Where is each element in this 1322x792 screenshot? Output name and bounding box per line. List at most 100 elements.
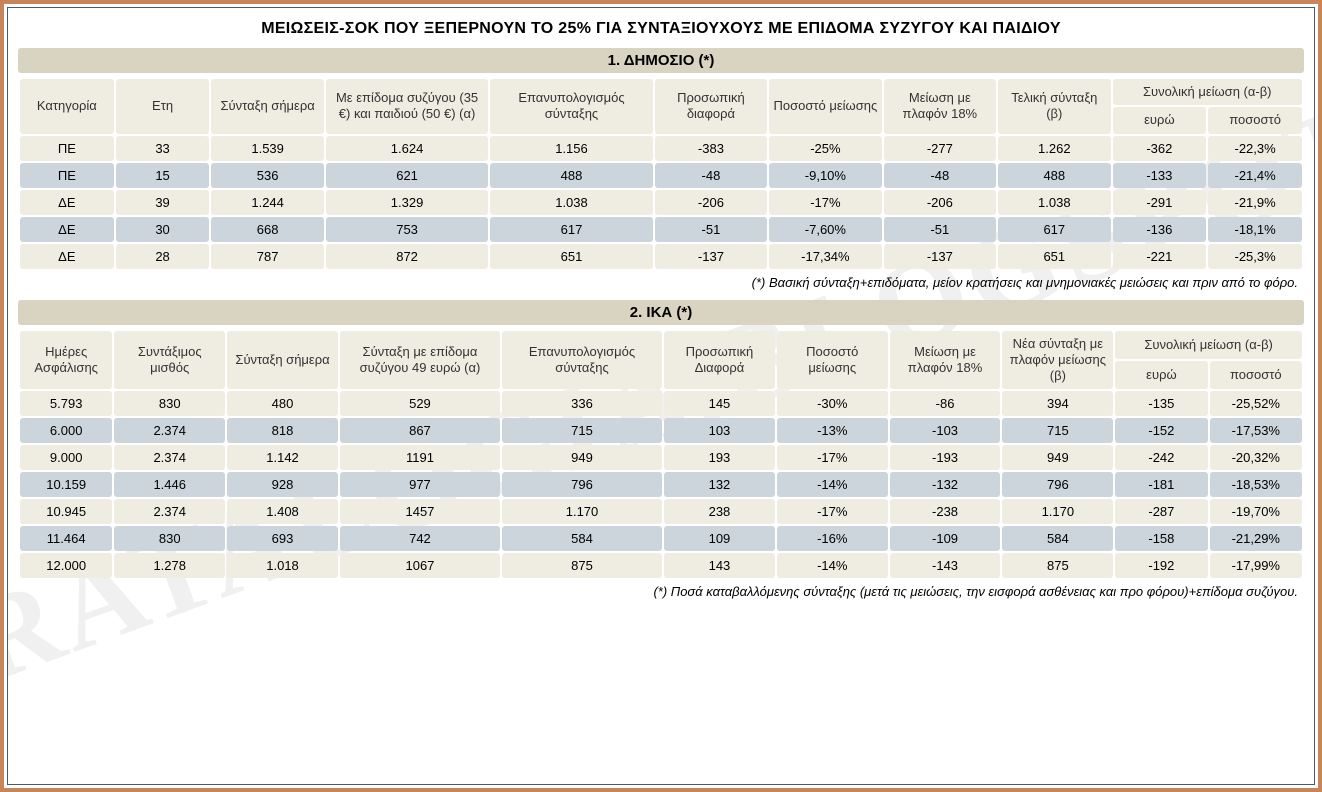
outer-frame: STARATALOGIA.BLOGSPOT.GR ΜΕΙΩΣΕΙΣ-ΣΟΚ ΠΟ… [0, 0, 1322, 792]
table-cell: ΔΕ [20, 217, 114, 242]
table-cell: -18,53% [1210, 472, 1302, 497]
table-cell: -18,1% [1208, 217, 1302, 242]
table-cell: 1.038 [490, 190, 652, 215]
s1-header-cap18: Μείωση με πλαφόν 18% [884, 79, 996, 134]
table-cell: -16% [777, 526, 888, 551]
table-cell: 394 [1002, 391, 1113, 416]
table-cell: 1.156 [490, 136, 652, 161]
table-cell: 1.624 [326, 136, 488, 161]
table-cell: 617 [998, 217, 1110, 242]
table-cell: -242 [1115, 445, 1207, 470]
section1-footnote: (*) Βασική σύνταξη+επιδόματα, μείον κρατ… [18, 271, 1304, 300]
table-cell: 488 [998, 163, 1110, 188]
table-cell: 830 [114, 526, 225, 551]
table-cell: 30 [116, 217, 210, 242]
table-cell: -17% [777, 499, 888, 524]
table-cell: -21,9% [1208, 190, 1302, 215]
table-cell: 1067 [340, 553, 500, 578]
table-cell: -13% [777, 418, 888, 443]
table-row: ΠΕ15536621488-48-9,10%-48488-133-21,4% [20, 163, 1302, 188]
s1-header-total-reduction-group: Συνολική μείωση (α-β) [1113, 79, 1302, 105]
table-cell: 480 [227, 391, 338, 416]
table-cell: 103 [664, 418, 775, 443]
table-cell: 6.000 [20, 418, 112, 443]
table-cell: ΔΕ [20, 244, 114, 269]
table-cell: -152 [1115, 418, 1207, 443]
table-cell: -51 [655, 217, 767, 242]
s2-header-cap18: Μείωση με πλαφόν 18% [890, 331, 1001, 390]
table-cell: -136 [1113, 217, 1207, 242]
table-cell: -158 [1115, 526, 1207, 551]
s1-header-pct-reduction: Ποσοστό μείωσης [769, 79, 881, 134]
table-cell: -51 [884, 217, 996, 242]
table-cell: -48 [884, 163, 996, 188]
section1-thead: Κατηγορία Ετη Σύνταξη σήμερα Με επίδομα … [20, 79, 1302, 134]
table-cell: 584 [502, 526, 662, 551]
table-cell: -14% [777, 472, 888, 497]
table-cell: 1.244 [211, 190, 323, 215]
table-cell: -143 [890, 553, 1001, 578]
table-cell: 830 [114, 391, 225, 416]
table-row: ΔΕ391.2441.3291.038-206-17%-2061.038-291… [20, 190, 1302, 215]
table-cell: 1.170 [502, 499, 662, 524]
table-cell: 1.539 [211, 136, 323, 161]
inner-frame: STARATALOGIA.BLOGSPOT.GR ΜΕΙΩΣΕΙΣ-ΣΟΚ ΠΟ… [7, 7, 1315, 785]
table-cell: 651 [998, 244, 1110, 269]
table-cell: 1.038 [998, 190, 1110, 215]
table-cell: 15 [116, 163, 210, 188]
table-cell: 872 [326, 244, 488, 269]
section2-table: Ημέρες Ασφάλισης Συντάξιμος μισθός Σύντα… [18, 329, 1304, 581]
s2-header-sub-euro: ευρώ [1115, 361, 1207, 389]
table-cell: 977 [340, 472, 500, 497]
table-cell: 1.446 [114, 472, 225, 497]
table-cell: -238 [890, 499, 1001, 524]
s2-header-total-reduction-group: Συνολική μείωση (α-β) [1115, 331, 1302, 359]
table-cell: 10.945 [20, 499, 112, 524]
table-cell: -22,3% [1208, 136, 1302, 161]
table-cell: -383 [655, 136, 767, 161]
table-cell: 715 [1002, 418, 1113, 443]
s1-header-sub-euro: ευρώ [1113, 107, 1207, 133]
table-row: 6.0002.374818867715103-13%-103715-152-17… [20, 418, 1302, 443]
s1-header-years: Ετη [116, 79, 210, 134]
main-title: ΜΕΙΩΣΕΙΣ-ΣΟΚ ΠΟΥ ΞΕΠΕΡΝΟΥΝ ΤΟ 25% ΓΙΑ ΣΥ… [18, 14, 1304, 48]
table-row: 5.793830480529336145-30%-86394-135-25,52… [20, 391, 1302, 416]
table-cell: 668 [211, 217, 323, 242]
table-cell: 10.159 [20, 472, 112, 497]
table-cell: -86 [890, 391, 1001, 416]
table-cell: 1.262 [998, 136, 1110, 161]
table-cell: ΠΕ [20, 136, 114, 161]
s2-header-sub-pct: ποσοστό [1210, 361, 1302, 389]
table-cell: -132 [890, 472, 1001, 497]
table-cell: 796 [502, 472, 662, 497]
s1-header-personal-diff: Προσωπική διαφορά [655, 79, 767, 134]
table-cell: 693 [227, 526, 338, 551]
table-cell: -48 [655, 163, 767, 188]
table-row: ΠΕ331.5391.6241.156-383-25%-2771.262-362… [20, 136, 1302, 161]
section2-tbody: 5.793830480529336145-30%-86394-135-25,52… [20, 391, 1302, 578]
table-cell: 132 [664, 472, 775, 497]
table-cell: -25% [769, 136, 881, 161]
table-cell: 651 [490, 244, 652, 269]
table-cell: 621 [326, 163, 488, 188]
table-cell: -30% [777, 391, 888, 416]
table-cell: -277 [884, 136, 996, 161]
s2-header-with-allowance: Σύνταξη με επίδομα συζύγου 49 ευρώ (α) [340, 331, 500, 390]
table-cell: 1.329 [326, 190, 488, 215]
table-cell: -19,70% [1210, 499, 1302, 524]
table-cell: 33 [116, 136, 210, 161]
table-cell: 1.278 [114, 553, 225, 578]
table-cell: 28 [116, 244, 210, 269]
section2-thead: Ημέρες Ασφάλισης Συντάξιμος μισθός Σύντα… [20, 331, 1302, 390]
table-cell: 1.142 [227, 445, 338, 470]
table-row: 12.0001.2781.0181067875143-14%-143875-19… [20, 553, 1302, 578]
table-cell: 9.000 [20, 445, 112, 470]
table-cell: -17,53% [1210, 418, 1302, 443]
section2-title: 2. ΙΚΑ (*) [18, 300, 1304, 325]
table-cell: 715 [502, 418, 662, 443]
table-cell: -206 [884, 190, 996, 215]
table-cell: 536 [211, 163, 323, 188]
s2-header-new-pension: Νέα σύνταξη με πλαφόν μείωσης (β) [1002, 331, 1113, 390]
table-cell: 529 [340, 391, 500, 416]
table-cell: -221 [1113, 244, 1207, 269]
